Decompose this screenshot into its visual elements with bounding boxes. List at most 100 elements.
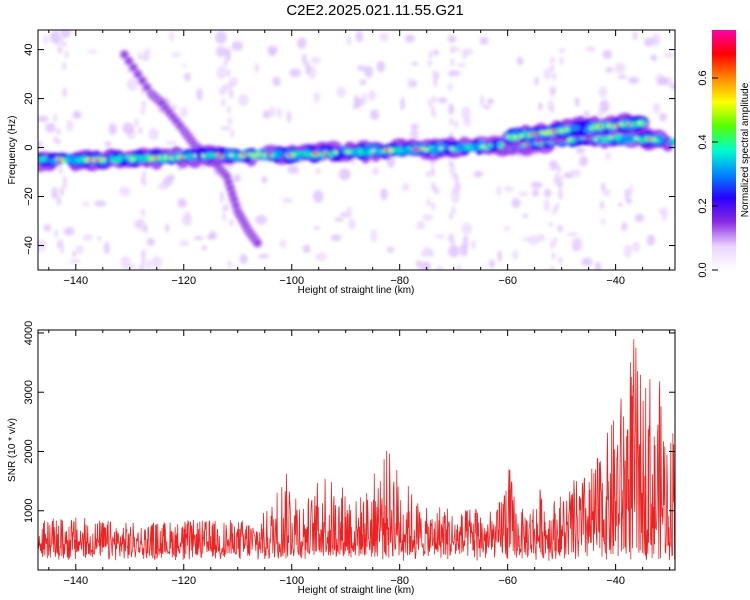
spectrogram-cell — [183, 72, 192, 82]
spectrogram-cell — [479, 36, 489, 45]
spectrogram-cell — [357, 150, 365, 155]
spectrogram-cell — [600, 218, 606, 225]
spectrogram-cell — [559, 129, 564, 133]
spectrogram-cell — [334, 150, 339, 154]
spectrogram-cell — [319, 153, 325, 158]
spectrogram-cell — [619, 122, 624, 126]
spectrogram-cell — [386, 156, 395, 168]
spectrogram-cell — [193, 236, 204, 241]
spectrogram-cell — [303, 152, 309, 157]
spectrogram-cell — [366, 150, 373, 155]
spectrogram-cell — [355, 30, 364, 43]
spectrogram-cell — [371, 167, 380, 176]
snr-x-tick-label: −60 — [498, 575, 517, 587]
spectrogram-cell — [216, 65, 227, 80]
spectrogram-cell — [166, 140, 178, 146]
spectrogram-cell — [432, 184, 437, 193]
spectrogram-cell — [540, 131, 545, 135]
spectrogram-cell — [252, 154, 257, 158]
spectrogram-cell — [559, 56, 564, 65]
spectrogram-cell — [253, 63, 260, 73]
spectrogram-cell — [449, 146, 454, 151]
spectrogram-cell — [167, 174, 176, 181]
spectrogram-cell — [138, 126, 143, 135]
spectrogram-x-label: Height of straight line (km) — [298, 285, 415, 296]
spectrogram-cell — [104, 141, 112, 147]
spectrogram-cell — [652, 137, 657, 141]
spectrogram-y-tick-label: −20 — [23, 187, 35, 206]
snr-y-ticks: 1000 2000 3000 4000 — [23, 321, 675, 523]
spectrogram-cell — [312, 225, 321, 231]
spectrogram-cell — [449, 212, 454, 221]
spectrogram-cell — [384, 149, 389, 152]
spectrogram-cell — [150, 255, 163, 269]
spectrogram-cell — [142, 170, 147, 179]
spectrogram-cell — [602, 49, 613, 59]
spectrogram-cell — [121, 51, 128, 58]
spectrogram-cell — [503, 185, 515, 192]
spectrogram-cell — [448, 234, 453, 243]
spectrogram-cell — [427, 98, 432, 107]
spectrogram-cell — [450, 58, 455, 67]
snr-y-tick-label: 3000 — [23, 380, 35, 404]
spectrogram-cell — [71, 251, 77, 257]
spectrogram-cell — [134, 118, 139, 127]
spectrogram-cell — [54, 229, 59, 238]
spectrogram-cell — [427, 58, 432, 67]
spectrogram-cell — [450, 105, 455, 114]
spectrogram-cell — [261, 176, 268, 184]
spectrogram-cell — [607, 124, 612, 129]
spectrogram-cell — [233, 174, 241, 183]
spectrogram-cell — [556, 165, 561, 174]
spectrogram-cell — [615, 123, 620, 127]
spectrogram-x-tick-label: −80 — [390, 275, 409, 287]
spectrogram-cell — [448, 69, 453, 78]
spectrogram-cell — [75, 245, 84, 254]
spectrogram-cell — [534, 76, 539, 86]
spectrogram-cell — [629, 184, 634, 197]
spectrogram-cell — [449, 117, 454, 126]
snr-panel: −140 −120 −100 −80 −60 −40 1000 2000 3000 4000 H… — [7, 321, 676, 596]
spectrogram-cell — [624, 188, 630, 202]
spectrogram-cell — [487, 98, 494, 105]
spectrogram-cell — [605, 66, 613, 73]
spectrogram-cell — [130, 64, 137, 71]
spectrogram-cell — [62, 61, 67, 70]
spectrogram-cell — [262, 153, 267, 157]
spectrogram-cell — [336, 86, 346, 98]
spectrogram-y-tick-label: 0 — [23, 144, 35, 150]
spectrogram-cell — [183, 211, 191, 222]
spectrogram-cell — [631, 241, 641, 252]
spectrogram-cell — [658, 77, 669, 85]
spectrogram-cell — [670, 83, 675, 90]
spectrogram-cell — [643, 37, 654, 47]
spectrogram-cell — [38, 115, 49, 123]
spectrogram-cell — [238, 154, 243, 158]
spectrogram-cell — [448, 159, 453, 168]
spectrogram-cell — [143, 225, 148, 234]
spectrogram-cell — [222, 204, 227, 213]
spectrogram-cell — [427, 145, 436, 150]
spectrogram-cell — [181, 63, 186, 69]
snr-line — [38, 339, 675, 561]
spectrogram-cell — [241, 153, 246, 157]
spectrogram-cell — [108, 123, 117, 135]
spectrogram-cell — [364, 65, 374, 78]
spectrogram-cell — [464, 145, 474, 150]
spectrogram-cell — [59, 239, 64, 248]
spectrogram-cell — [637, 121, 642, 125]
spectrogram-panel: −140 −120 −100 −80 −60 −40 40 20 0 −20 −40 Height… — [7, 29, 676, 296]
spectrogram-cell — [659, 112, 667, 122]
spectrogram-cell — [461, 49, 468, 60]
spectrogram-cell — [148, 127, 159, 141]
spectrogram-cell — [543, 199, 551, 212]
spectrogram-cell — [551, 252, 556, 261]
colorbar-label: Normalized spectral amplitude — [740, 82, 750, 217]
spectrogram-cell — [549, 86, 554, 95]
spectrogram-cell — [94, 200, 107, 207]
spectrogram-cell — [614, 136, 621, 141]
spectrogram-cell — [53, 114, 58, 123]
spectrogram-x-tick-label: −40 — [606, 275, 625, 287]
snr-x-tick-label: −40 — [606, 575, 625, 587]
spectrogram-cell — [483, 104, 491, 110]
